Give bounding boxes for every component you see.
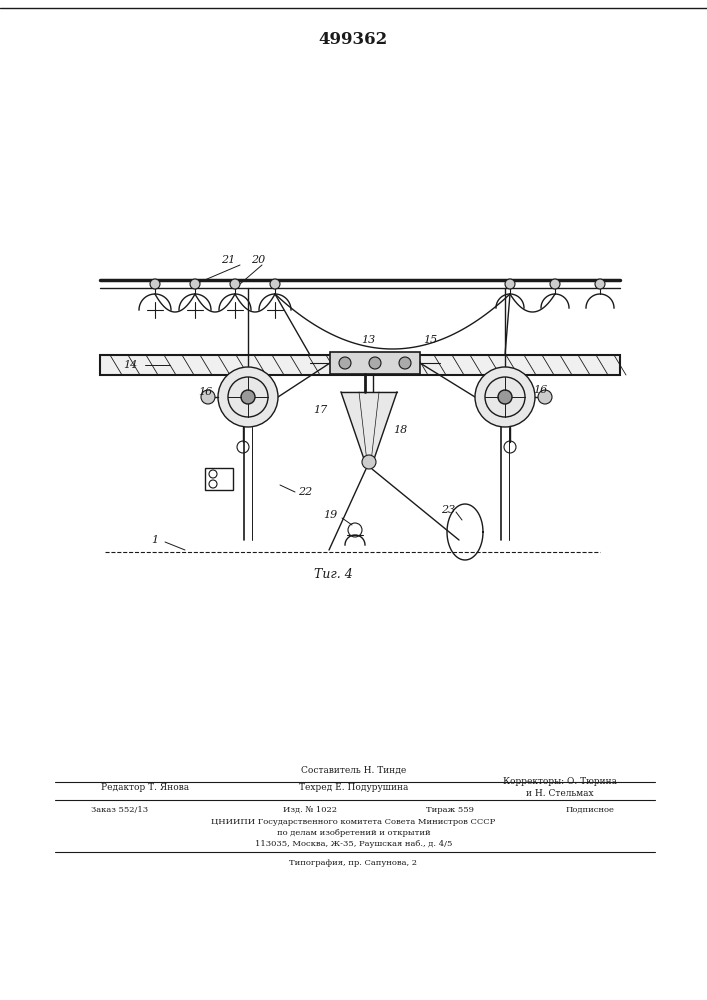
Text: 113035, Москва, Ж-35, Раушская наб., д. 4/5: 113035, Москва, Ж-35, Раушская наб., д. …: [255, 840, 452, 848]
Text: по делам изобретений и открытий: по делам изобретений и открытий: [276, 829, 431, 837]
Circle shape: [270, 279, 280, 289]
Text: 15: 15: [423, 335, 437, 345]
Circle shape: [369, 357, 381, 369]
Circle shape: [150, 279, 160, 289]
Circle shape: [201, 390, 215, 404]
Text: Заказ 552/13: Заказ 552/13: [91, 806, 148, 814]
Text: 18: 18: [393, 425, 407, 435]
Circle shape: [339, 357, 351, 369]
Circle shape: [498, 390, 512, 404]
Text: 14: 14: [123, 360, 137, 370]
Text: 21: 21: [221, 255, 235, 265]
Text: Типография, пр. Сапунова, 2: Типография, пр. Сапунова, 2: [289, 859, 418, 867]
Text: Подписное: Подписное: [566, 806, 614, 814]
Circle shape: [399, 357, 411, 369]
Polygon shape: [341, 392, 397, 462]
Text: Корректоры: О. Тюрина: Корректоры: О. Тюрина: [503, 776, 617, 786]
Bar: [330, 352, 420, 374]
Circle shape: [475, 367, 535, 427]
Text: 499362: 499362: [319, 31, 388, 48]
Text: 1: 1: [151, 535, 158, 545]
Text: Техред Е. Подурушина: Техред Е. Подурушина: [299, 782, 408, 792]
Text: 17: 17: [313, 405, 327, 415]
Text: Τиг. 4: Τиг. 4: [314, 568, 353, 582]
Text: 23: 23: [441, 505, 455, 515]
Text: 16: 16: [533, 385, 547, 395]
Text: 16: 16: [198, 387, 212, 397]
Bar: [205, 468, 233, 490]
Circle shape: [595, 279, 605, 289]
Circle shape: [550, 279, 560, 289]
Bar: [100, 355, 620, 375]
Text: Тираж 559: Тираж 559: [426, 806, 474, 814]
Circle shape: [230, 279, 240, 289]
Text: 13: 13: [361, 335, 375, 345]
Text: 22: 22: [298, 487, 312, 497]
Text: Составитель Н. Тинде: Составитель Н. Тинде: [301, 766, 406, 774]
Circle shape: [190, 279, 200, 289]
Circle shape: [538, 390, 552, 404]
Text: и Н. Стельмах: и Н. Стельмах: [526, 788, 594, 798]
Circle shape: [218, 367, 278, 427]
Circle shape: [505, 279, 515, 289]
Text: Редактор Т. Янова: Редактор Т. Янова: [101, 782, 189, 792]
Text: ЦНИИПИ Государственного комитета Совета Министров СССР: ЦНИИПИ Государственного комитета Совета …: [211, 818, 496, 826]
Text: 19: 19: [323, 510, 337, 520]
Circle shape: [362, 455, 376, 469]
Text: Изд. № 1022: Изд. № 1022: [283, 806, 337, 814]
Circle shape: [241, 390, 255, 404]
Text: 20: 20: [251, 255, 265, 265]
